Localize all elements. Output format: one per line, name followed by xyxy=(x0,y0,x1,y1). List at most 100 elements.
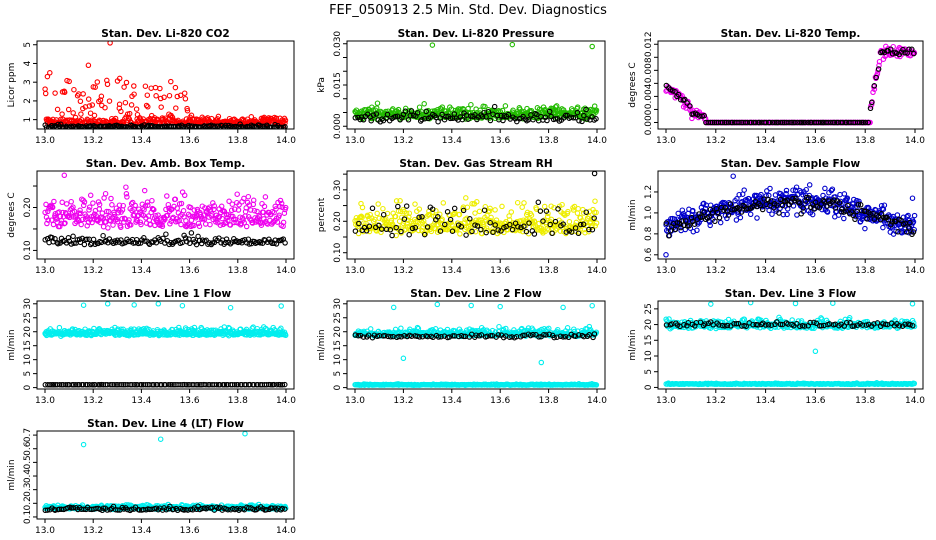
data-point xyxy=(905,212,911,219)
data-point xyxy=(893,50,900,57)
data-point xyxy=(282,381,288,388)
data-point xyxy=(591,215,597,221)
data-point xyxy=(684,100,690,106)
x-tick-label: 13.2 xyxy=(706,266,726,276)
x-axis: 13.0 13.2 13.4 13.6 13.8 14.0 xyxy=(345,259,607,276)
data-point xyxy=(495,227,501,233)
data-point xyxy=(419,214,425,220)
data-point xyxy=(572,333,579,339)
data-point xyxy=(61,89,68,96)
data-point xyxy=(805,195,812,201)
y-tick-label: 5 xyxy=(333,371,343,377)
data-point xyxy=(904,213,910,220)
data-point xyxy=(277,197,284,204)
data-point xyxy=(487,205,493,212)
y-tick-label: 25 xyxy=(23,312,33,323)
data-point xyxy=(211,206,217,213)
data-point xyxy=(397,198,403,204)
data-point xyxy=(873,74,879,81)
data-point xyxy=(837,191,843,198)
data-point xyxy=(592,223,599,229)
data-point xyxy=(142,83,149,89)
data-point xyxy=(44,73,51,80)
x-axis: 13.0 13.2 13.4 13.6 13.8 14.0 xyxy=(35,129,296,146)
data-point xyxy=(575,230,582,237)
data-point xyxy=(188,223,194,230)
data-point xyxy=(763,119,769,126)
x-axis: 13.0 13.2 13.4 13.6 13.8 14.0 xyxy=(35,259,296,276)
plot-frame xyxy=(346,170,606,260)
data-point xyxy=(70,233,76,240)
data-point xyxy=(491,103,498,110)
data-point xyxy=(482,203,489,210)
data-point xyxy=(402,108,409,115)
data-point xyxy=(822,185,828,192)
data-point xyxy=(207,221,213,228)
plot-area xyxy=(352,301,600,389)
data-point xyxy=(459,116,466,123)
data-point xyxy=(903,229,910,235)
data-point xyxy=(707,119,714,126)
data-point xyxy=(210,200,216,206)
data-point xyxy=(495,332,502,338)
data-point xyxy=(416,334,423,340)
data-point xyxy=(42,209,48,216)
y-tick-label: 0 xyxy=(333,384,343,390)
data-point xyxy=(666,316,672,322)
data-point xyxy=(401,333,408,339)
series-black xyxy=(663,46,917,126)
x-tick-label: 13.6 xyxy=(490,396,510,406)
x-tick-label: 13.2 xyxy=(83,396,103,406)
data-point xyxy=(887,46,894,52)
data-point xyxy=(860,119,866,126)
data-point xyxy=(132,202,138,209)
x-tick-label: 13.0 xyxy=(345,266,365,276)
data-point xyxy=(359,214,365,221)
data-point xyxy=(223,211,230,218)
data-point xyxy=(174,205,180,211)
data-point xyxy=(406,214,412,220)
data-point xyxy=(106,98,113,104)
data-point xyxy=(593,209,599,216)
data-point xyxy=(366,223,373,230)
data-point xyxy=(104,208,110,215)
data-point xyxy=(521,200,527,206)
y-tick-label: 1.0 xyxy=(644,205,654,220)
data-point xyxy=(219,215,225,222)
data-point xyxy=(818,119,824,126)
data-point xyxy=(701,209,707,215)
data-point xyxy=(201,216,208,222)
data-point xyxy=(449,228,456,234)
data-point xyxy=(241,220,247,226)
data-point xyxy=(232,216,239,223)
data-point xyxy=(543,332,549,338)
data-point xyxy=(273,206,279,212)
data-point xyxy=(857,119,863,126)
data-point xyxy=(271,240,277,247)
series-black xyxy=(663,194,917,239)
data-point xyxy=(409,225,416,232)
data-point xyxy=(49,204,56,211)
series-black xyxy=(42,121,288,129)
data-point xyxy=(168,78,174,85)
y-tick-label: 0.000 xyxy=(333,113,343,139)
data-point xyxy=(500,117,506,124)
data-point xyxy=(245,236,252,242)
data-point xyxy=(675,91,682,98)
data-point xyxy=(86,103,93,109)
data-point xyxy=(541,203,548,210)
panel-title: Stan. Dev. Line 1 Flow xyxy=(100,288,232,300)
data-point xyxy=(249,220,256,226)
data-point xyxy=(282,117,289,124)
x-axis: 13.0 13.2 13.4 13.6 13.8 14.0 xyxy=(345,389,607,406)
data-point xyxy=(761,196,767,202)
data-point xyxy=(115,209,122,216)
data-point xyxy=(878,211,885,217)
data-point xyxy=(77,98,84,105)
data-point xyxy=(549,230,555,237)
data-point xyxy=(184,105,190,112)
panel-4: Stan. Dev. Amb. Box Temp.degrees C13.0 13… xyxy=(7,158,296,276)
data-point xyxy=(498,112,504,119)
data-point xyxy=(772,324,779,330)
